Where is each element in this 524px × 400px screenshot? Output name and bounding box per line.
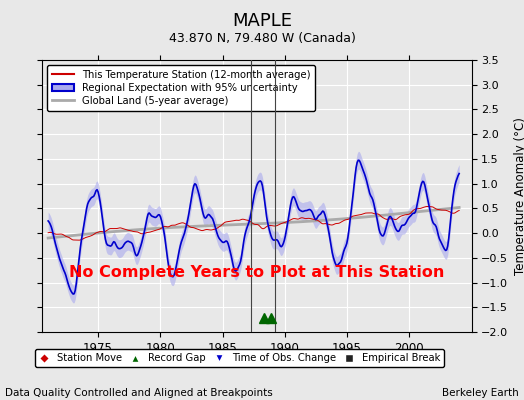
Text: No Complete Years to Plot at This Station: No Complete Years to Plot at This Statio… <box>69 265 444 280</box>
Text: Data Quality Controlled and Aligned at Breakpoints: Data Quality Controlled and Aligned at B… <box>5 388 273 398</box>
Text: MAPLE: MAPLE <box>232 12 292 30</box>
Text: Berkeley Earth: Berkeley Earth <box>442 388 519 398</box>
Legend: This Temperature Station (12-month average), Regional Expectation with 95% uncer: This Temperature Station (12-month avera… <box>47 65 315 111</box>
Y-axis label: Temperature Anomaly (°C): Temperature Anomaly (°C) <box>514 117 524 275</box>
Legend: Station Move, Record Gap, Time of Obs. Change, Empirical Break: Station Move, Record Gap, Time of Obs. C… <box>35 349 444 367</box>
Text: 43.870 N, 79.480 W (Canada): 43.870 N, 79.480 W (Canada) <box>169 32 355 45</box>
